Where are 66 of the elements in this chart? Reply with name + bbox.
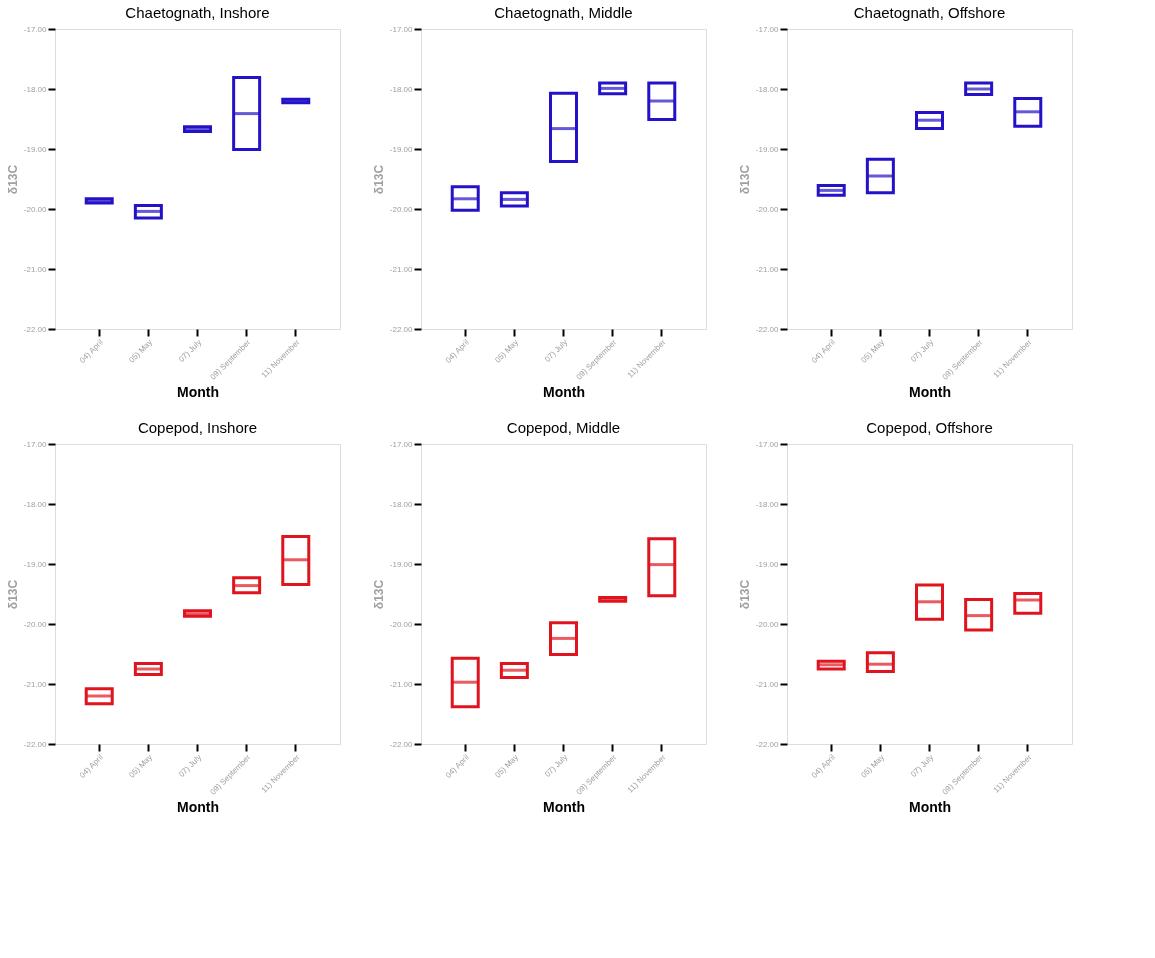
x-tick-label: 07) July: [908, 752, 936, 779]
y-tick-label: -19.00: [23, 144, 48, 154]
y-tick-label: -21.00: [23, 264, 48, 274]
y-tick-label: -20.00: [755, 204, 780, 214]
y-tick-label: -19.00: [755, 559, 780, 569]
x-axis-title: Month: [909, 383, 951, 400]
y-tick-label: -18.00: [23, 84, 48, 94]
y-tick-label: -19.00: [755, 144, 780, 154]
y-tick-label: -18.00: [23, 499, 48, 509]
x-axis-title: Month: [543, 383, 585, 400]
y-axis-title: δ13C: [5, 164, 20, 195]
y-tick-label: -17.00: [23, 439, 48, 449]
x-tick-label: 07) July: [908, 337, 936, 364]
x-tick-label: 07) July: [542, 337, 570, 364]
x-tick-label: 05) May: [127, 752, 155, 780]
y-tick-label: -17.00: [23, 24, 48, 34]
x-tick-label: 05) May: [493, 337, 521, 365]
x-tick-label: 07) July: [176, 337, 204, 364]
y-tick-label: -18.00: [389, 84, 414, 94]
x-tick-label: 07) July: [542, 752, 570, 779]
y-axis-title: δ13C: [737, 164, 752, 195]
chart-title: Copepod, Inshore: [137, 419, 258, 436]
y-axis-title: δ13C: [5, 579, 20, 610]
y-tick-label: -22.00: [23, 324, 48, 334]
x-axis-title: Month: [177, 798, 219, 815]
y-tick-label: -21.00: [755, 264, 780, 274]
y-tick-label: -21.00: [389, 679, 414, 689]
chart-title: Copepod, Offshore: [866, 419, 993, 436]
y-axis-title: δ13C: [371, 579, 386, 610]
y-tick-label: -22.00: [755, 324, 780, 334]
y-tick-label: -19.00: [389, 144, 414, 154]
chart-title: Chaetognath, Offshore: [853, 4, 1006, 21]
y-tick-label: -17.00: [755, 439, 780, 449]
x-tick-label: 05) May: [493, 752, 521, 780]
y-tick-label: -20.00: [389, 619, 414, 629]
y-tick-label: -21.00: [755, 679, 780, 689]
y-tick-label: -22.00: [389, 324, 414, 334]
y-tick-label: -18.00: [389, 499, 414, 509]
x-tick-label: 05) May: [859, 337, 887, 365]
y-tick-label: -20.00: [23, 619, 48, 629]
y-axis-title: δ13C: [371, 164, 386, 195]
y-tick-label: -17.00: [755, 24, 780, 34]
y-tick-label: -19.00: [23, 559, 48, 569]
y-tick-label: -22.00: [23, 739, 48, 749]
y-tick-label: -22.00: [755, 739, 780, 749]
y-tick-label: -19.00: [389, 559, 414, 569]
y-axis-title: δ13C: [737, 579, 752, 610]
y-tick-label: -18.00: [755, 499, 780, 509]
y-tick-label: -20.00: [23, 204, 48, 214]
y-tick-label: -20.00: [389, 204, 414, 214]
chart-title: Chaetognath, Middle: [494, 4, 633, 21]
y-tick-label: -21.00: [23, 679, 48, 689]
y-tick-label: -17.00: [389, 24, 414, 34]
y-tick-label: -22.00: [389, 739, 414, 749]
chart-title: Chaetognath, Inshore: [125, 4, 270, 21]
y-tick-label: -17.00: [389, 439, 414, 449]
chart-title: Copepod, Middle: [506, 419, 621, 436]
y-tick-label: -20.00: [755, 619, 780, 629]
x-tick-label: 07) July: [176, 752, 204, 779]
x-axis-title: Month: [177, 383, 219, 400]
y-tick-label: -21.00: [389, 264, 414, 274]
x-axis-title: Month: [909, 798, 951, 815]
y-tick-label: -18.00: [755, 84, 780, 94]
x-tick-label: 05) May: [859, 752, 887, 780]
x-axis-title: Month: [543, 798, 585, 815]
x-tick-label: 05) May: [127, 337, 155, 365]
